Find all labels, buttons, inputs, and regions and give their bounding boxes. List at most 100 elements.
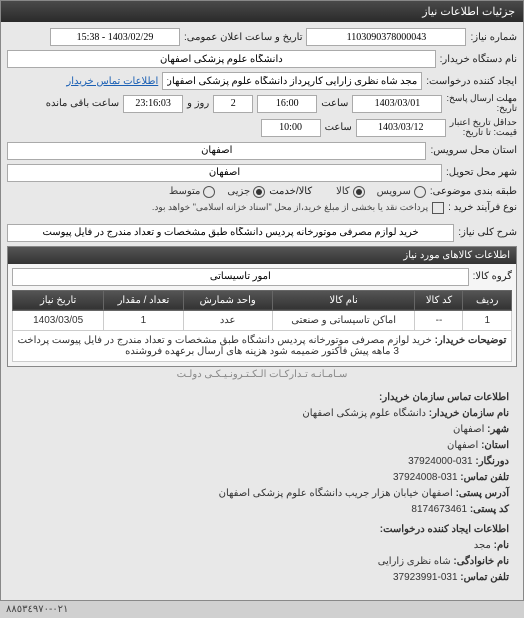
panel-title: جزئیات اطلاعات نیاز <box>1 1 523 22</box>
radio-service[interactable]: سرویس <box>377 186 426 198</box>
contact-name-label: نام: <box>494 540 509 551</box>
panel-body: شماره نیاز: تاریخ و ساعت اعلان عمومی: نا… <box>1 22 523 600</box>
cell-unit: عدد <box>183 310 272 330</box>
contact-name-line: نام: مجد <box>15 538 509 554</box>
table-header-row: ردیف کد کالا نام کالا واحد شمارش تعداد /… <box>13 290 512 310</box>
desc-text: خرید لوازم مصرفی موتورخانه پردیس دانشگاه… <box>18 335 432 357</box>
validity-time-input[interactable] <box>261 119 321 137</box>
contact-org: دانشگاه علوم پزشکی اصفهان <box>302 408 426 419</box>
contact-province: اصفهان <box>447 440 478 451</box>
row-req-number: شماره نیاز: تاریخ و ساعت اعلان عمومی: <box>7 28 517 46</box>
table-row[interactable]: 1 -- اماکن تاسیساتی و صنعتی عدد 1 1403/0… <box>13 310 512 330</box>
table-desc-row: توضیحات خریدار: خرید لوازم مصرفی موتورخا… <box>13 330 512 361</box>
radio-small-label: جزیی <box>227 186 250 197</box>
radio-goods[interactable]: کالا <box>336 186 365 198</box>
contact-province-line: استان: اصفهان <box>15 438 509 454</box>
service-province-label: استان محل سرویس: <box>430 145 517 156</box>
public-datetime-label: تاریخ و ساعت اعلان عمومی: <box>184 32 303 43</box>
remaining-time-input <box>123 95 183 113</box>
process-type-label: نوع فرآیند خرید : <box>448 202 517 213</box>
size-radio-group: جزیی متوسط <box>169 186 265 198</box>
main-panel: جزئیات اطلاعات نیاز شماره نیاز: تاریخ و … <box>0 0 524 601</box>
subject-type-label: طبقه بندی موضوعی: <box>430 186 517 197</box>
faded-watermark: سـامـانـه تـدارکـات الـکـتـرونـیـکـی دول… <box>7 367 517 382</box>
contact-phone2-label: تلفن تماس: <box>460 572 509 583</box>
contact-org-label: نام سازمان خریدار: <box>429 408 509 419</box>
deadline-send-label-2: تاریخ: <box>446 104 517 114</box>
public-datetime-input[interactable] <box>50 28 180 46</box>
col-code: کد کالا <box>415 290 463 310</box>
need-title-input[interactable] <box>7 224 454 242</box>
radio-service-label: سرویس <box>377 186 411 197</box>
contact-city-label: شهر: <box>487 424 509 435</box>
row-subject-type: طبقه بندی موضوعی: سرویس کالا کالا/خدمت ج… <box>7 186 517 198</box>
goods-group-input[interactable] <box>12 268 469 286</box>
row-requester: ایجاد کننده درخواست: اطلاعات تماس خریدار <box>7 72 517 90</box>
cell-qty: 1 <box>104 310 183 330</box>
row-deadline-send: مهلت ارسال پاسخ: تاریخ: ساعت روز و ساعت … <box>7 94 517 114</box>
contact-phone-label: تلفن تماس: <box>460 472 509 483</box>
contact-section: اطلاعات تماس سازمان خریدار: نام سازمان خ… <box>7 382 517 594</box>
goods-group-label: گروه کالا: <box>473 271 512 282</box>
contact-phone2: 031-37923991 <box>393 572 458 583</box>
validity-label-2: قیمت: تا تاریخ: <box>450 128 517 138</box>
radio-medium-label: متوسط <box>169 186 200 197</box>
radio-goods-label: کالا <box>336 186 350 197</box>
contact-address: اصفهان خیابان هزار جریب دانشگاه علوم پزش… <box>219 488 453 499</box>
contact-title: اطلاعات تماس سازمان خریدار: <box>15 390 509 406</box>
row-validity: حداقل تاریخ اعتبار قیمت: تا تاریخ: ساعت <box>7 118 517 138</box>
requester-label: ایجاد کننده درخواست: <box>426 76 517 87</box>
cell-date: 1403/03/05 <box>13 310 104 330</box>
req-number-label: شماره نیاز: <box>470 32 517 43</box>
remaining-days-input <box>213 95 253 113</box>
contact-phone-line: تلفن تماس: 031-37924008 <box>15 470 509 486</box>
payment-type-label: کالا/خدمت <box>269 186 312 197</box>
deadline-time-input[interactable] <box>257 95 317 113</box>
contact-address-label: آدرس پستی: <box>456 488 509 499</box>
remaining-time-label: ساعت باقی مانده <box>46 98 119 109</box>
col-unit: واحد شمارش <box>183 290 272 310</box>
service-city-label: شهر محل تحویل: <box>446 167 517 178</box>
goods-table: ردیف کد کالا نام کالا واحد شمارش تعداد /… <box>12 290 512 362</box>
contact-family-label: نام خانوادگی: <box>453 556 509 567</box>
row-goods-group: گروه کالا: <box>12 268 512 286</box>
contact-postal-line: کد پستی: 8174673461 <box>15 502 509 518</box>
contact-province-label: استان: <box>481 440 509 451</box>
radio-small[interactable]: جزیی <box>227 186 265 198</box>
time-label-1: ساعت <box>321 98 348 109</box>
province-input[interactable] <box>7 142 426 160</box>
buyer-org-input[interactable] <box>7 50 436 68</box>
contact-family-line: نام خانوادگی: شاه نظری زارایی <box>15 554 509 570</box>
radio-medium-circle <box>203 186 215 198</box>
subject-radio-group: سرویس کالا <box>336 186 426 198</box>
row-service-location: استان محل سرویس: <box>7 142 517 160</box>
row-process-type: نوع فرآیند خرید : پرداخت نقد یا بخشی از … <box>7 202 517 214</box>
time-label-2: ساعت <box>325 122 352 133</box>
radio-service-circle <box>414 186 426 198</box>
row-city: شهر محل تحویل: <box>7 164 517 182</box>
footer-bar: ٠٢١-٨٨٥٣٤٩٧٠ <box>0 601 524 618</box>
cell-code: -- <box>415 310 463 330</box>
contact-fax-line: دورنگار: 031-37924000 <box>15 454 509 470</box>
contact-postal: 8174673461 <box>411 504 467 515</box>
goods-sub-panel: اطلاعات کالاهای مورد نیاز گروه کالا: ردی… <box>7 246 517 367</box>
contact-phone: 031-37924008 <box>393 472 458 483</box>
process-note: پرداخت نقد یا بخشی از مبلغ خرید،از محل "… <box>152 202 428 213</box>
cell-name: اماکن تاسیساتی و صنعتی <box>272 310 415 330</box>
goods-panel-body: گروه کالا: ردیف کد کالا نام کالا واحد شم… <box>8 264 516 366</box>
deadline-date-input[interactable] <box>352 95 442 113</box>
req-number-input[interactable] <box>306 28 466 46</box>
contact-postal-label: کد پستی: <box>470 504 509 515</box>
buyer-contact-link[interactable]: اطلاعات تماس خریدار <box>66 76 158 87</box>
validity-date-input[interactable] <box>356 119 446 137</box>
col-qty: تعداد / مقدار <box>104 290 183 310</box>
requester-input[interactable] <box>162 72 422 90</box>
row-buyer-org: نام دستگاه خریدار: <box>7 50 517 68</box>
contact-phone2-line: تلفن تماس: 031-37923991 <box>15 570 509 586</box>
process-checkbox[interactable] <box>432 202 444 214</box>
contact-fax: 031-37924000 <box>408 456 473 467</box>
col-name: نام کالا <box>272 290 415 310</box>
city-input[interactable] <box>7 164 442 182</box>
contact-name: مجد <box>474 540 491 551</box>
radio-medium[interactable]: متوسط <box>169 186 215 198</box>
